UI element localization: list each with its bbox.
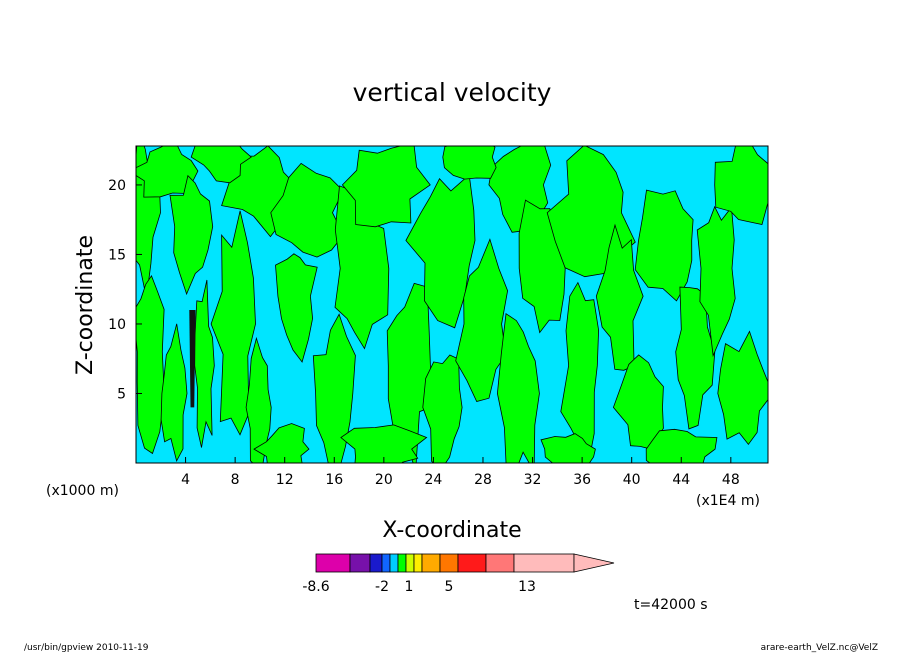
colorbar-swatch [381, 553, 391, 573]
positive-region [190, 146, 252, 184]
positive-region [717, 330, 768, 446]
positive-region [714, 146, 768, 225]
positive-region [645, 428, 718, 463]
positive-region [136, 146, 199, 198]
positive-region [160, 323, 188, 462]
y-axis-label: Z-coordinate [73, 235, 98, 375]
colorbar-label: -2 [375, 579, 389, 595]
y-tick-label: 15 [108, 247, 126, 263]
positive-region [210, 210, 256, 436]
x-tick-label: 16 [325, 472, 343, 488]
y-axis: 5 10 15 20 [108, 178, 142, 402]
colorbar-swatch [485, 553, 515, 573]
colorbar-swatch [315, 553, 351, 573]
colorbar-swatch [513, 553, 575, 573]
colorbar-swatch [439, 553, 459, 573]
x-tick-label: 40 [623, 472, 641, 488]
positive-region [442, 146, 497, 180]
x-tick-label: 24 [424, 472, 442, 488]
footer-right: arare-earth_VelZ.nc@VelZ [761, 643, 878, 653]
colorbar-label: 5 [445, 579, 454, 595]
positive-region [540, 433, 596, 463]
colorbar-swatch [389, 553, 399, 573]
chart-title: vertical velocity [353, 78, 552, 107]
positive-region [253, 423, 310, 463]
x-tick-label: 28 [474, 472, 492, 488]
colorbar-label: 1 [405, 579, 414, 595]
positive-region [405, 174, 476, 329]
x-tick-label: 8 [231, 472, 240, 488]
positive-region [341, 146, 431, 228]
positive-region [560, 281, 600, 463]
y-tick-label: 10 [108, 317, 126, 333]
colorbar: -8.6 -2 1 5 13 [302, 553, 615, 595]
positive-region [696, 205, 736, 358]
colorbar-swatch [349, 553, 371, 573]
x-tick-label: 12 [276, 472, 294, 488]
x-unit-right: (x1E4 m) [696, 493, 760, 509]
x-tick-label: 32 [524, 472, 542, 488]
x-tick-label: 20 [375, 472, 393, 488]
positive-region [455, 238, 509, 402]
positive-region [312, 313, 356, 463]
x-tick-label: 48 [722, 472, 740, 488]
colorbar-swatch [369, 553, 383, 573]
x-axis: 4 8 12 16 20 24 28 32 36 40 44 48 [181, 457, 740, 488]
positive-region [386, 282, 434, 463]
plot-area [135, 145, 769, 464]
plot-frame [135, 145, 769, 464]
colorbar-swatch [397, 553, 407, 573]
footer-left: /usr/bin/gpview 2010-11-19 [24, 643, 149, 653]
x-tick-label: 44 [672, 472, 690, 488]
positive-region [340, 424, 428, 463]
colorbar-swatch [405, 553, 415, 573]
y-tick-label: 5 [117, 386, 126, 402]
x-axis-label: X-coordinate [382, 518, 521, 543]
colorbar-swatch [457, 553, 487, 573]
y-tick-label: 20 [108, 178, 126, 194]
colorbar-swatch [413, 553, 423, 573]
colorbar-swatch [421, 553, 441, 573]
x-tick-label: 36 [573, 472, 591, 488]
positive-region [136, 274, 165, 455]
colorbar-label: 13 [518, 579, 536, 595]
positive-region [270, 162, 344, 258]
strong-updraft-core [189, 310, 196, 408]
positive-region [169, 174, 214, 296]
colorbar-extend-arrow [573, 553, 615, 573]
x-tick-label: 4 [181, 472, 190, 488]
time-label: t=42000 s [634, 597, 708, 613]
colorbar-label: -8.6 [302, 579, 329, 595]
positive-region [496, 313, 540, 463]
x-unit-left: (x1000 m) [46, 483, 119, 499]
contour-field [136, 146, 768, 463]
positive-region [275, 253, 318, 363]
positive-region [422, 354, 463, 463]
